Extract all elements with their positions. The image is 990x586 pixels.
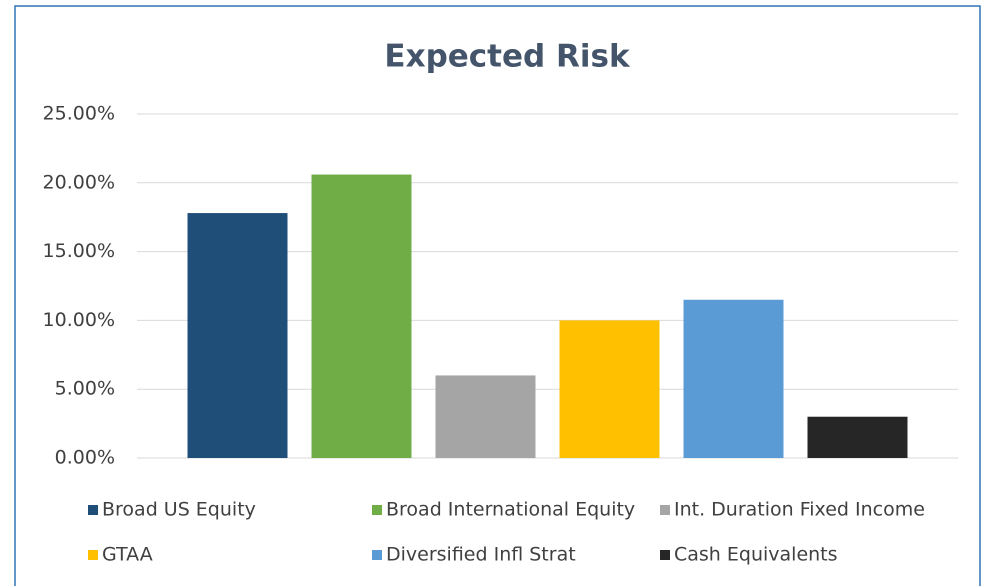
legend-label: Cash Equivalents <box>674 544 838 566</box>
bar <box>187 213 288 458</box>
legend-swatch <box>372 505 382 515</box>
legend-swatch <box>660 505 670 515</box>
bar <box>435 375 536 458</box>
legend-swatch <box>660 550 670 560</box>
legend-label: GTAA <box>102 544 153 566</box>
bar <box>311 174 412 458</box>
bar <box>559 320 660 458</box>
bar <box>807 416 908 458</box>
chart-title: Expected Risk <box>384 39 631 75</box>
y-tick-label: 25.00% <box>43 103 115 125</box>
legend-swatch <box>88 505 98 515</box>
legend-label: Diversified Infl Strat <box>386 544 576 566</box>
legend-swatch <box>88 550 98 560</box>
y-tick-label: 10.00% <box>43 309 115 331</box>
legend-swatch <box>372 550 382 560</box>
chart-frame <box>14 5 981 586</box>
y-tick-label: 20.00% <box>43 171 115 193</box>
y-tick-label: 15.00% <box>43 240 115 262</box>
legend-label: Broad US Equity <box>102 499 256 521</box>
y-tick-label: 5.00% <box>55 378 115 400</box>
legend-label: Broad International Equity <box>386 499 635 521</box>
bar <box>683 299 784 458</box>
legend-label: Int. Duration Fixed Income <box>674 499 925 521</box>
y-tick-label: 0.00% <box>55 447 115 469</box>
